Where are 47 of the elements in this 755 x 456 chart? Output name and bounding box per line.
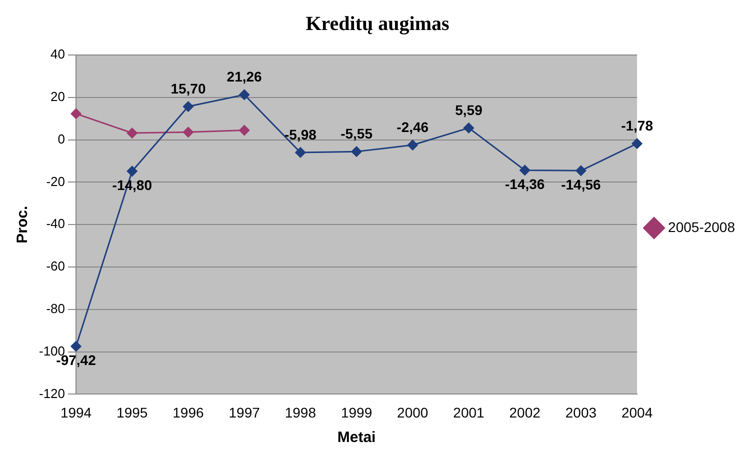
point — [239, 125, 250, 136]
point — [239, 89, 250, 100]
data-label: -14,36 — [504, 176, 545, 192]
x-tick-label: 2001 — [453, 404, 485, 420]
chart-title: Kreditų augimas — [306, 13, 450, 36]
point — [407, 140, 418, 150]
y-tick-label: -60 — [46, 258, 66, 274]
data-label: -2,46 — [396, 118, 429, 135]
y-tick-label: 40 — [50, 46, 66, 62]
point — [576, 165, 586, 176]
point — [632, 138, 642, 149]
point — [295, 147, 306, 158]
point — [520, 164, 530, 176]
y-axis-title: Proc. — [14, 206, 32, 244]
y-tick-label: 20 — [50, 88, 66, 104]
point — [70, 108, 82, 119]
point — [126, 128, 138, 138]
x-axis-title: Metai — [337, 429, 376, 446]
point — [182, 101, 194, 112]
data-label: 15,70 — [170, 80, 206, 96]
y-tick-label: -80 — [46, 300, 66, 316]
data-label: -5,55 — [340, 125, 373, 142]
point — [463, 122, 474, 134]
point — [70, 341, 82, 352]
y-tick-label: -20 — [46, 174, 66, 189]
point — [126, 166, 138, 176]
point — [182, 126, 194, 138]
point — [351, 146, 362, 157]
x-tick-label: 1994 — [60, 404, 92, 420]
x-tick-label: 2002 — [509, 404, 541, 420]
legend-label: 2005-2008 — [668, 218, 736, 235]
x-tick-label: 1998 — [284, 404, 316, 420]
data-label: -14,56 — [561, 176, 602, 193]
x-tick-label: 2003 — [565, 404, 597, 420]
y-tick-label: -40 — [46, 216, 66, 232]
x-tick-label: 1999 — [340, 404, 372, 420]
data-label: 5,59 — [455, 102, 483, 118]
x-tick-label: 1996 — [172, 404, 204, 420]
x-tick-label: 1997 — [228, 404, 260, 420]
x-tick-label: 2000 — [397, 404, 428, 420]
data-label: 21,26 — [226, 68, 262, 85]
x-tick-label: 2004 — [621, 404, 653, 420]
y-tick-label: 0 — [58, 131, 66, 146]
data-label: -5,98 — [284, 126, 317, 142]
y-tick-label: -120 — [38, 386, 66, 401]
x-tick-label: 1995 — [116, 404, 148, 420]
data-label: -1,78 — [621, 117, 654, 134]
